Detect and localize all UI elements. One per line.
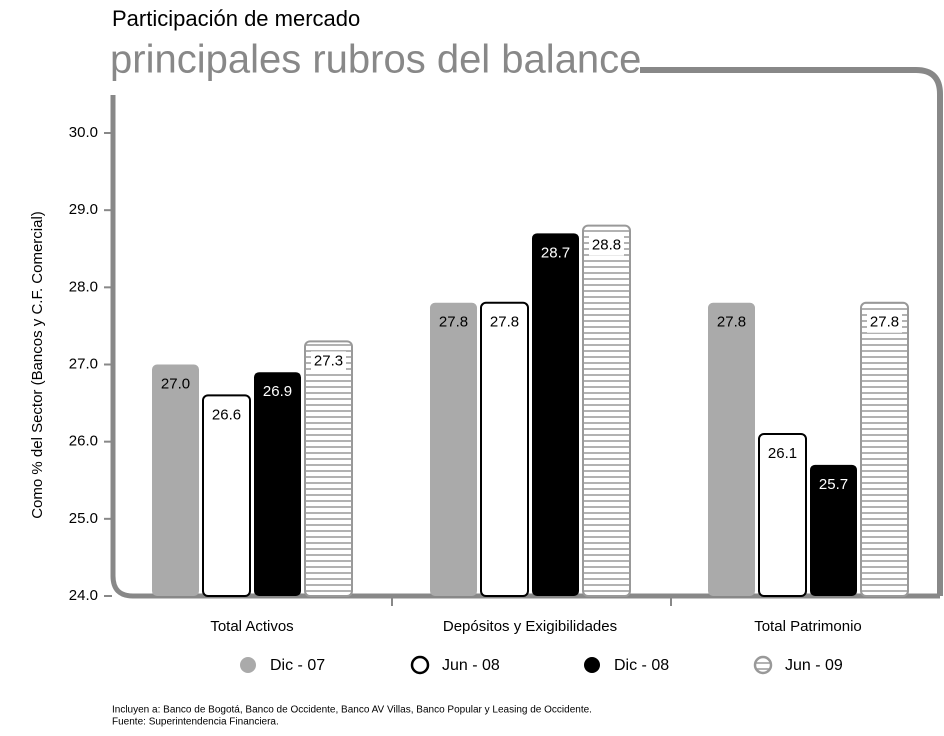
value-label: 27.0 — [161, 375, 190, 392]
chart-title: Participación de mercado — [112, 6, 360, 31]
y-tick-label: 29.0 — [69, 201, 98, 218]
y-tick-label: 27.0 — [69, 355, 98, 372]
value-label: 26.9 — [263, 383, 292, 400]
value-label: 27.8 — [490, 314, 519, 331]
value-label: 27.8 — [439, 314, 468, 331]
bar — [202, 394, 251, 597]
legend-marker — [584, 657, 600, 673]
value-label: 26.6 — [212, 406, 241, 423]
y-tick-label: 25.0 — [69, 510, 98, 527]
value-label: 27.3 — [314, 352, 343, 369]
legend-marker — [753, 655, 773, 675]
y-tick-label: 26.0 — [69, 433, 98, 450]
x-tick-label: Depósitos y Exigibilidades — [443, 618, 617, 635]
frame-axis — [110, 95, 940, 599]
bar — [430, 302, 477, 596]
x-tick-label: Total Activos — [210, 618, 293, 635]
frame-top — [640, 67, 943, 596]
bar — [810, 464, 857, 596]
legend-marker — [410, 655, 430, 675]
legend-marker — [240, 657, 256, 673]
bar — [708, 302, 755, 596]
value-label: 26.1 — [768, 445, 797, 462]
bar — [860, 301, 909, 597]
value-label-bg — [867, 312, 902, 333]
value-label-bg — [311, 351, 346, 372]
legend-label: Jun - 09 — [785, 657, 843, 674]
value-label-bg — [589, 235, 624, 256]
legend-label: Dic - 07 — [270, 657, 325, 674]
value-label: 25.7 — [819, 476, 848, 493]
bar — [758, 432, 807, 598]
chart-subtitle: principales rubros del balance — [110, 38, 641, 82]
value-label: 28.8 — [592, 237, 621, 254]
bar — [480, 301, 529, 597]
bar — [532, 233, 579, 597]
legend-label: Dic - 08 — [614, 657, 669, 674]
footnote: Fuente: Superintendencia Financiera. — [112, 717, 279, 728]
bar — [152, 364, 199, 596]
value-label: 28.7 — [541, 244, 570, 261]
value-label: 27.8 — [870, 314, 899, 331]
y-tick-label: 24.0 — [69, 587, 98, 604]
footnote: Incluyen a: Banco de Bogotá, Banco de Oc… — [112, 705, 592, 716]
y-tick-label: 28.0 — [69, 278, 98, 295]
x-tick-label: Total Patrimonio — [754, 618, 862, 635]
legend-label: Jun - 08 — [442, 657, 500, 674]
bar — [582, 224, 631, 597]
value-label: 27.8 — [717, 314, 746, 331]
bar — [254, 372, 301, 596]
y-tick-label: 30.0 — [69, 124, 98, 141]
bar — [304, 340, 353, 597]
y-axis-label: Como % del Sector (Bancos y C.F. Comerci… — [29, 211, 46, 519]
